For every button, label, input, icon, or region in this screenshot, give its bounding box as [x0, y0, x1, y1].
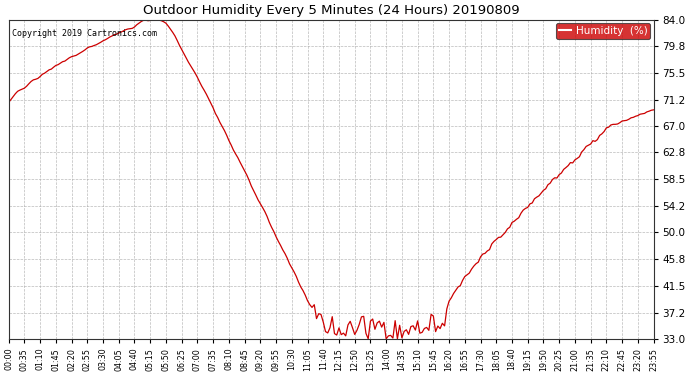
Title: Outdoor Humidity Every 5 Minutes (24 Hours) 20190809: Outdoor Humidity Every 5 Minutes (24 Hou… — [143, 4, 520, 17]
Legend: Humidity  (%): Humidity (%) — [555, 23, 651, 39]
Text: Copyright 2019 Cartronics.com: Copyright 2019 Cartronics.com — [12, 29, 157, 38]
